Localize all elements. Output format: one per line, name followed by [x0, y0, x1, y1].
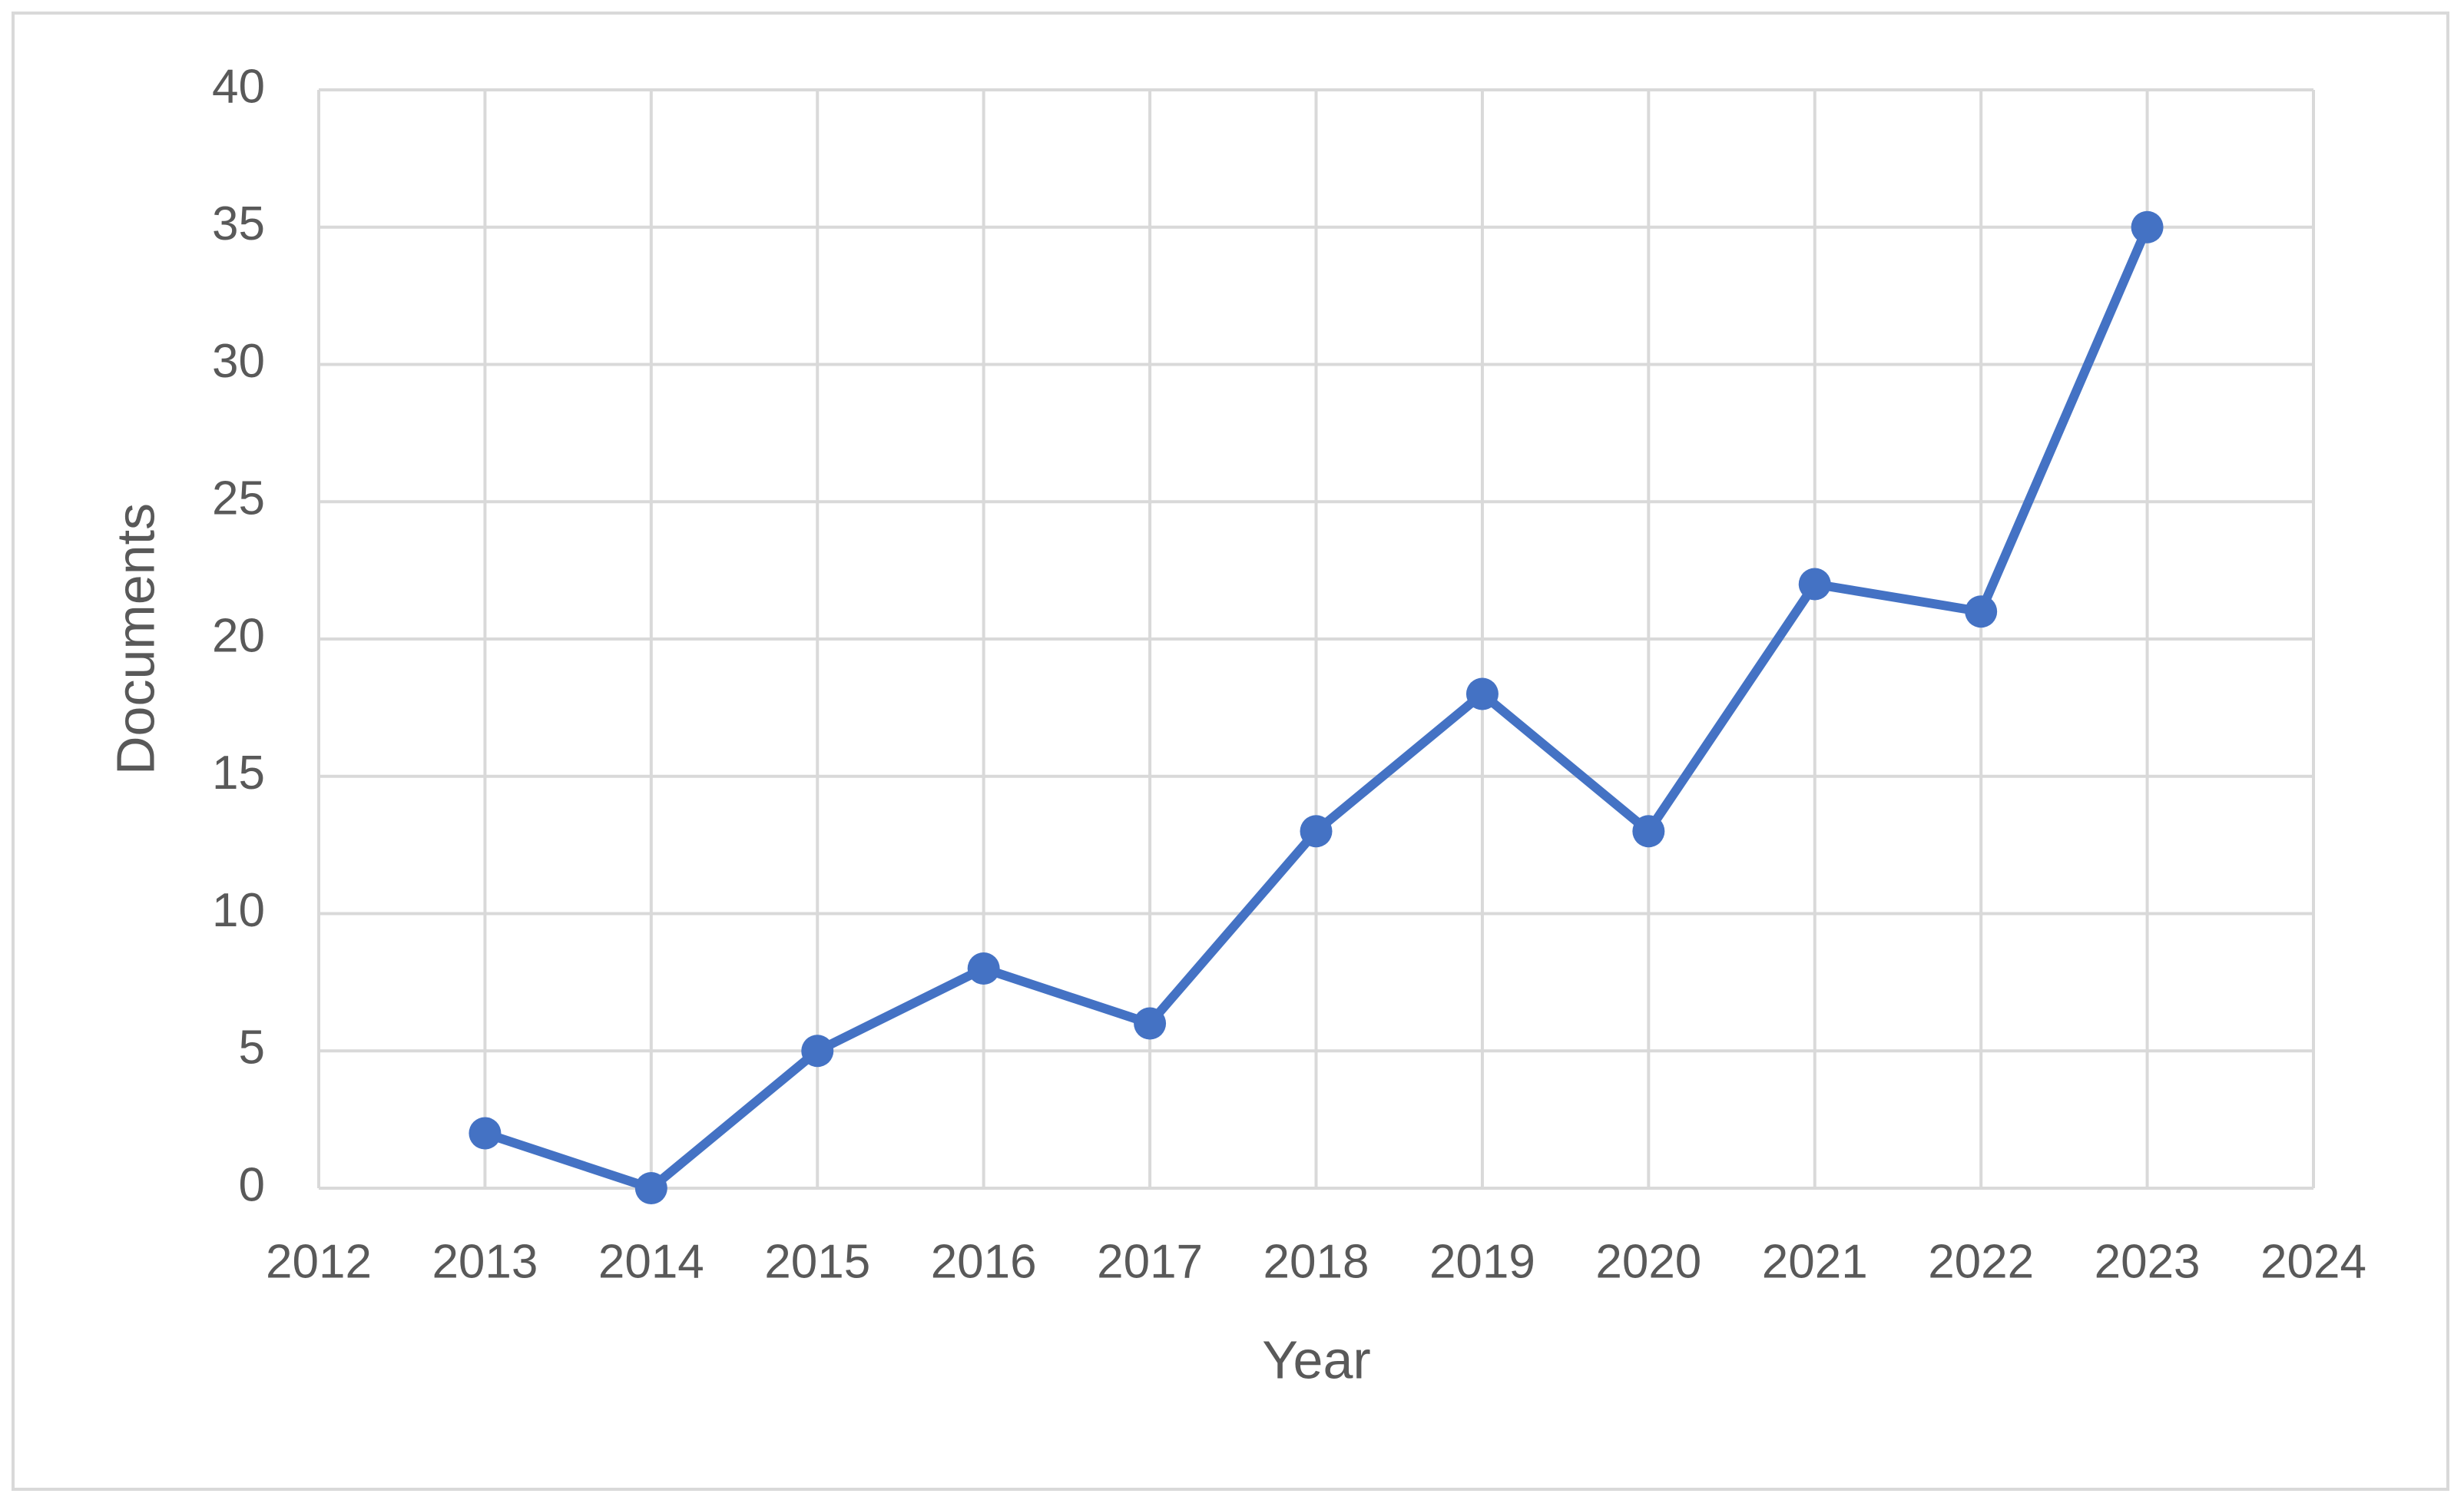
- y-tick-label: 35: [212, 197, 265, 250]
- data-point: [967, 952, 1000, 985]
- x-tick-label: 2017: [1097, 1235, 1203, 1288]
- chart-border: [12, 12, 2449, 1491]
- x-tick-label: 2023: [2095, 1235, 2201, 1288]
- y-tick-label: 15: [212, 747, 265, 800]
- data-point: [634, 1172, 667, 1204]
- y-tick-label: 10: [212, 884, 265, 937]
- y-tick-label: 25: [212, 472, 265, 525]
- x-tick-label: 2015: [764, 1235, 870, 1288]
- data-point: [469, 1117, 502, 1150]
- x-tick-label: 2012: [266, 1235, 372, 1288]
- x-tick-label: 2019: [1429, 1235, 1535, 1288]
- data-point: [1965, 595, 1998, 628]
- y-tick-label: 5: [239, 1022, 265, 1075]
- x-tick-label: 2014: [598, 1235, 704, 1288]
- y-tick-label: 20: [212, 609, 265, 662]
- x-tick-label: 2022: [1928, 1235, 2034, 1288]
- data-point: [1798, 568, 1831, 601]
- y-tick-label: 40: [212, 60, 265, 113]
- x-axis-title: Year: [1262, 1330, 1370, 1389]
- data-point: [1300, 815, 1333, 848]
- x-tick-label: 2018: [1263, 1235, 1369, 1288]
- data-point: [1465, 677, 1499, 710]
- y-axis-title: Documents: [105, 503, 165, 775]
- x-tick-label: 2021: [1762, 1235, 1868, 1288]
- y-tick-label: 0: [239, 1158, 265, 1211]
- data-point: [801, 1035, 834, 1068]
- x-tick-label: 2013: [432, 1235, 538, 1288]
- x-tick-label: 2016: [931, 1235, 1037, 1288]
- y-tick-label: 30: [212, 335, 265, 388]
- data-point: [1632, 815, 1665, 848]
- data-point: [1134, 1007, 1167, 1040]
- x-tick-label: 2020: [1595, 1235, 1701, 1288]
- data-point: [2131, 210, 2164, 243]
- x-tick-label: 2024: [2260, 1235, 2366, 1288]
